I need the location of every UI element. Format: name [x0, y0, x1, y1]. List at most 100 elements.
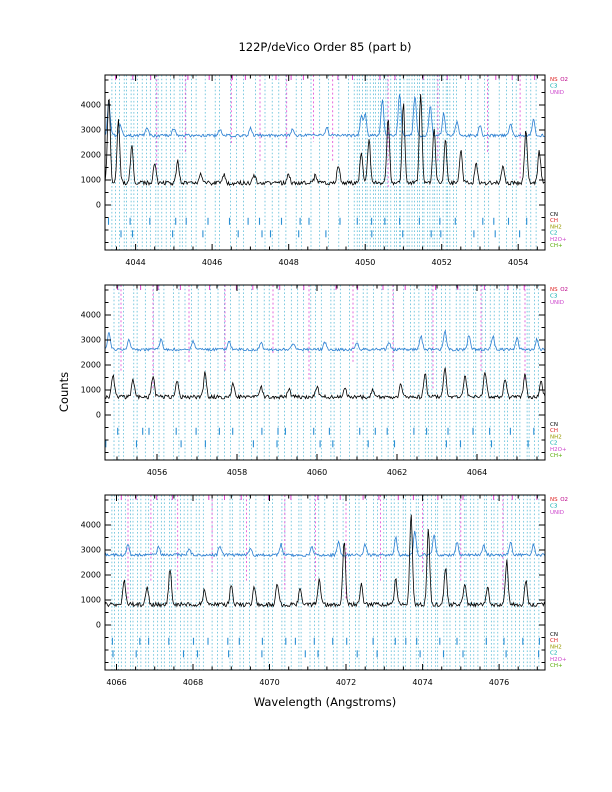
panel-1-plot: 0 1000 2000 3000 4000 4044 4046 4048 4050 4052 405… — [81, 74, 568, 267]
legend-label-unid: UNID — [550, 90, 564, 96]
x-tick-label: 4050 — [355, 258, 375, 267]
comet-spectrum — [104, 94, 546, 139]
legend-label-h2oplus: H2O+ — [550, 447, 567, 453]
legend-label-unid: UNID — [550, 510, 564, 516]
legend-label-c2: C2 — [550, 651, 557, 657]
x-tick-label: 4048 — [279, 258, 299, 267]
y-tick-label: 1000 — [81, 176, 101, 185]
y-tick-label: 1000 — [81, 596, 101, 605]
x-tick-label: 4076 — [489, 678, 509, 687]
y-tick-label: 0 — [96, 201, 101, 210]
y-tick-label: 3000 — [81, 336, 101, 345]
x-tick-label: 4070 — [259, 678, 279, 687]
y-tick-label: 0 — [96, 411, 101, 420]
legend-label-cn: CN — [550, 212, 558, 218]
y-tick-label: 1000 — [81, 386, 101, 395]
x-tick-label: 4062 — [387, 468, 407, 477]
continuum-spectrum — [104, 367, 546, 401]
unid-dashed-lines — [120, 285, 526, 390]
spectrum-panel-2: 0 1000 2000 3000 4000 4056 4058 4060 4062 4064 NS O… — [38, 280, 598, 496]
legend-label-chplus: CH+ — [550, 663, 563, 669]
unid-top-ticks — [115, 75, 536, 80]
legend-label-o2: O2 — [560, 497, 568, 503]
axes — [104, 284, 546, 461]
legend-label-nh2: NH2 — [550, 644, 562, 650]
legend-label-c2: C2 — [550, 231, 557, 237]
comet-spectrum — [104, 329, 546, 352]
legend-label-c3: C3 — [550, 83, 558, 89]
panel-3-plot: 0 1000 2000 3000 4000 4066 4068 4070 4072 4074 407… — [81, 494, 568, 687]
species-marker-ticks — [105, 427, 535, 448]
legend-label-ns: NS — [550, 77, 558, 83]
legend-label-cn: CN — [550, 422, 558, 428]
y-tick-label: 3000 — [81, 126, 101, 135]
legend-label-unid: UNID — [550, 300, 564, 306]
spectrum-panel-1: 0 1000 2000 3000 4000 4044 4046 4048 4050 4052 405… — [38, 70, 598, 286]
panel-2-plot: 0 1000 2000 3000 4000 4056 4058 4060 4062 4064 NS O… — [81, 284, 568, 477]
legend-label-o2: O2 — [560, 77, 568, 83]
x-tick-label: 4066 — [106, 678, 126, 687]
x-tick-label: 4044 — [125, 258, 145, 267]
legend-label-ns: NS — [550, 287, 558, 293]
x-tick-label: 4054 — [508, 258, 528, 267]
y-tick-label: 4000 — [81, 521, 101, 530]
comet-spectrum — [104, 530, 546, 558]
y-tick-label: 4000 — [81, 311, 101, 320]
species-marker-ticks — [107, 217, 528, 238]
unid-dashed-lines — [156, 75, 521, 189]
legend-label-c3: C3 — [550, 293, 558, 299]
tick-labels: 0 1000 2000 3000 4000 4066 4068 4070 4072 4074 407… — [81, 521, 510, 687]
axes — [104, 74, 546, 251]
line-id-dashed-lines — [113, 285, 539, 460]
legend-label-o2: O2 — [560, 287, 568, 293]
legend-label-nh2: NH2 — [550, 434, 562, 440]
legend-label-cn: CN — [550, 632, 558, 638]
legend-label-ch: CH — [550, 428, 558, 434]
y-tick-label: 2000 — [81, 571, 101, 580]
legend-label-h2oplus: H2O+ — [550, 237, 567, 243]
x-tick-label: 4056 — [147, 468, 167, 477]
unid-top-ticks — [120, 495, 538, 500]
legend-label-c2: C2 — [550, 441, 557, 447]
page-title: 122P/deVico Order 85 (part b) — [238, 40, 412, 54]
x-axis-title: Wavelength (Angstroms) — [253, 695, 397, 709]
unid-dashed-lines — [127, 495, 504, 600]
x-tick-label: 4058 — [227, 468, 247, 477]
y-tick-label: 4000 — [81, 101, 101, 110]
tick-labels: 0 1000 2000 3000 4000 4056 4058 4060 4062 4064 — [81, 311, 488, 477]
tick-labels: 0 1000 2000 3000 4000 4044 4046 4048 4050 4052 405… — [81, 101, 529, 267]
axes — [104, 494, 546, 671]
y-tick-label: 3000 — [81, 546, 101, 555]
legend-label-chplus: CH+ — [550, 453, 563, 459]
x-tick-label: 4052 — [432, 258, 452, 267]
legend-label-ns: NS — [550, 497, 558, 503]
spectrum-panel-3: 0 1000 2000 3000 4000 4066 4068 4070 4072 4074 407… — [38, 490, 598, 706]
legend-label-ch: CH — [550, 638, 558, 644]
y-tick-label: 2000 — [81, 151, 101, 160]
x-tick-label: 4068 — [183, 678, 203, 687]
x-tick-label: 4046 — [202, 258, 222, 267]
legend-label-h2oplus: H2O+ — [550, 657, 567, 663]
unid-top-ticks — [117, 285, 525, 290]
legend-label-nh2: NH2 — [550, 224, 562, 230]
x-tick-label: 4064 — [467, 468, 487, 477]
y-tick-label: 0 — [96, 621, 101, 630]
legend-label-c3: C3 — [550, 503, 558, 509]
species-marker-ticks — [111, 637, 540, 658]
continuum-spectrum — [104, 514, 546, 609]
x-tick-label: 4072 — [336, 678, 356, 687]
legend-label-ch: CH — [550, 218, 558, 224]
x-tick-label: 4060 — [307, 468, 327, 477]
x-tick-label: 4074 — [412, 678, 432, 687]
continuum-spectrum — [104, 94, 546, 187]
line-id-dashed-lines — [111, 495, 540, 670]
legend-label-chplus: CH+ — [550, 243, 563, 249]
y-tick-label: 2000 — [81, 361, 101, 370]
